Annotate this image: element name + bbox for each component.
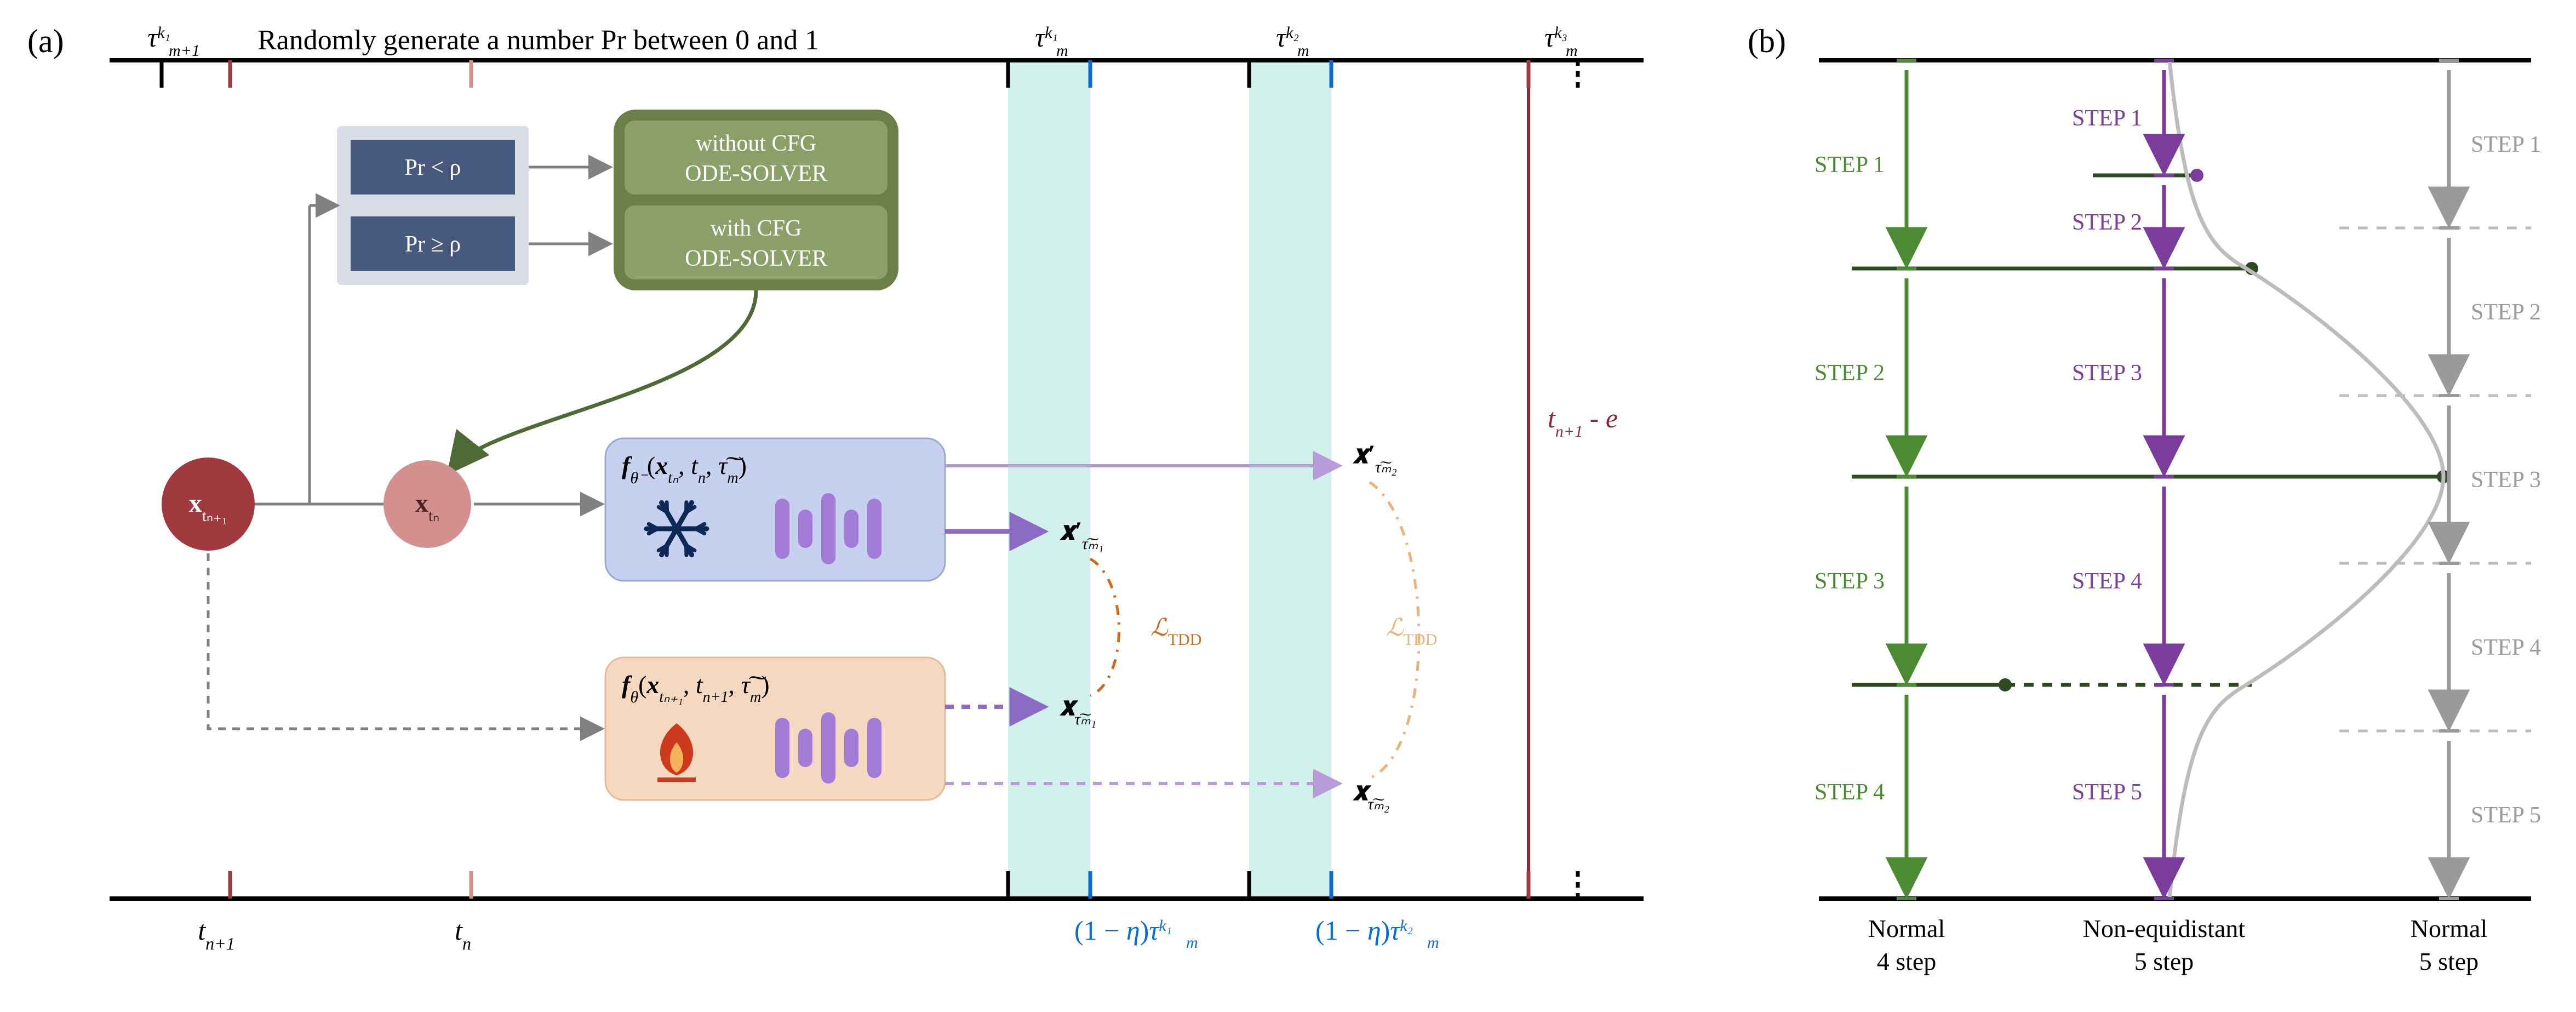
svg-text:(1 − η)τk₂: (1 − η)τk₂ bbox=[1315, 915, 1413, 946]
svg-text:without CFG: without CFG bbox=[696, 131, 817, 156]
svg-text:Normal: Normal bbox=[2411, 914, 2488, 942]
svg-text:m+1: m+1 bbox=[169, 42, 200, 60]
step-label: STEP 1 bbox=[2072, 106, 2142, 131]
step-label: STEP 2 bbox=[1814, 361, 1885, 386]
pr-condition-0: Pr < ρ bbox=[405, 155, 461, 180]
panel-a: (a) Randomly generate a number Pr between… bbox=[27, 22, 1644, 953]
svg-text:τk₂: τk₂ bbox=[1276, 22, 1299, 53]
svg-text:τk₃: τk₃ bbox=[1544, 22, 1567, 53]
svg-text:m: m bbox=[1566, 42, 1578, 60]
svg-text:5 step: 5 step bbox=[2419, 947, 2479, 975]
step-label: STEP 5 bbox=[2072, 780, 2142, 805]
step-label: STEP 4 bbox=[2471, 635, 2541, 660]
panel-a-label: (a) bbox=[27, 23, 64, 59]
svg-text:Normal: Normal bbox=[1868, 914, 1945, 942]
svg-text:Non-equidistant: Non-equidistant bbox=[2083, 914, 2246, 942]
svg-text:τk₁: τk₁ bbox=[147, 22, 170, 53]
svg-text:m: m bbox=[1056, 42, 1068, 60]
svg-text:4 step: 4 step bbox=[1877, 947, 1937, 975]
svg-text:m: m bbox=[1297, 42, 1309, 60]
figure-svg: (a) Randomly generate a number Pr between… bbox=[0, 0, 2576, 1012]
step-label: STEP 4 bbox=[2072, 569, 2142, 594]
svg-text:with CFG: with CFG bbox=[711, 216, 802, 241]
svg-text:m: m bbox=[1186, 934, 1198, 952]
svg-text:ODE-SOLVER: ODE-SOLVER bbox=[685, 161, 827, 186]
svg-text:tn+1: tn+1 bbox=[198, 915, 235, 953]
step-label: STEP 3 bbox=[2471, 467, 2541, 493]
svg-text:m: m bbox=[1427, 934, 1439, 952]
svg-text:τk₁: τk₁ bbox=[1035, 22, 1058, 53]
density-curve bbox=[2169, 60, 2443, 899]
panel-b: (b) STEP 1 STEP 2 STEP 3 STEP 4 Normal 4 step S… bbox=[1748, 23, 2541, 975]
svg-text:ODE-SOLVER: ODE-SOLVER bbox=[685, 246, 827, 271]
step-label: STEP 3 bbox=[2072, 361, 2142, 386]
pr-condition-1: Pr ≥ ρ bbox=[405, 232, 461, 257]
step-label: STEP 3 bbox=[1814, 569, 1885, 594]
svg-text:𝐱′τ͠ₘ₂: 𝐱′τ͠ₘ₂ bbox=[1353, 440, 1397, 476]
svg-text:ℒTDD: ℒTDD bbox=[1150, 614, 1201, 649]
step-label: STEP 1 bbox=[1814, 152, 1885, 178]
step-label: STEP 1 bbox=[2471, 132, 2541, 157]
svg-text:tn: tn bbox=[455, 915, 471, 953]
svg-text:𝐱τ͠ₘ₂: 𝐱τ͠ₘ₂ bbox=[1353, 777, 1389, 813]
svg-text:ℒTDD: ℒTDD bbox=[1386, 614, 1437, 649]
panel-b-label: (b) bbox=[1748, 23, 1786, 59]
step-label: STEP 2 bbox=[2471, 300, 2541, 325]
right-bar-label: tn+1 - e bbox=[1548, 403, 1618, 441]
step-label: STEP 2 bbox=[2072, 210, 2142, 235]
step-label: STEP 5 bbox=[2471, 803, 2541, 828]
node-xtn1 bbox=[162, 458, 255, 551]
svg-text:5 step: 5 step bbox=[2134, 947, 2194, 975]
svg-text:(1 − η)τk₁: (1 − η)τk₁ bbox=[1074, 915, 1172, 946]
step-label: STEP 4 bbox=[1814, 780, 1885, 805]
panel-a-caption: Randomly generate a number Pr between 0 … bbox=[257, 25, 819, 56]
